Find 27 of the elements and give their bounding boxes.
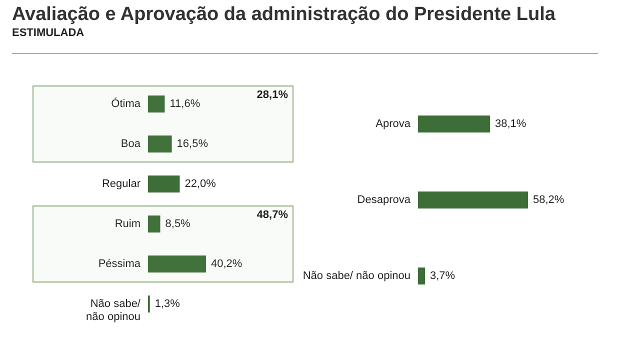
bar	[148, 256, 206, 272]
band-label: 28,1%	[256, 89, 288, 101]
bar	[148, 176, 180, 192]
y-tick-label: Péssima	[98, 258, 142, 270]
y-tick-label: Ruim	[114, 218, 140, 230]
bar	[148, 216, 160, 232]
data-label: 40,2%	[211, 258, 242, 270]
y-tick-label: Não sabe/ não opinou	[86, 298, 142, 323]
data-label: 22,0%	[184, 178, 216, 190]
y-tick-label: Regular	[102, 178, 141, 190]
data-label: 8,5%	[165, 218, 191, 230]
y-tick-label: Ótima	[111, 97, 142, 110]
data-label: 16,5%	[176, 138, 208, 150]
data-label: 11,6%	[170, 98, 200, 110]
data-label: 38,1%	[495, 118, 526, 130]
text: ESTIMULADA	[12, 27, 86, 39]
data-label: 3,7%	[430, 270, 456, 282]
bar	[148, 136, 172, 152]
y-tick-label: Boa	[120, 138, 142, 150]
text: Avaliação e Aprovação da administração do Presidente Lula	[12, 4, 556, 26]
data-label: 58,2%	[533, 194, 564, 206]
y-tick-label: Aprova	[376, 118, 412, 130]
bar	[148, 96, 165, 112]
y-tick-label: Não sabe/ não opinou	[302, 270, 410, 282]
data-label: 1,3%	[154, 298, 180, 310]
y-tick-label: Desaprova	[357, 194, 412, 206]
band-label: 48,7%	[256, 209, 288, 221]
